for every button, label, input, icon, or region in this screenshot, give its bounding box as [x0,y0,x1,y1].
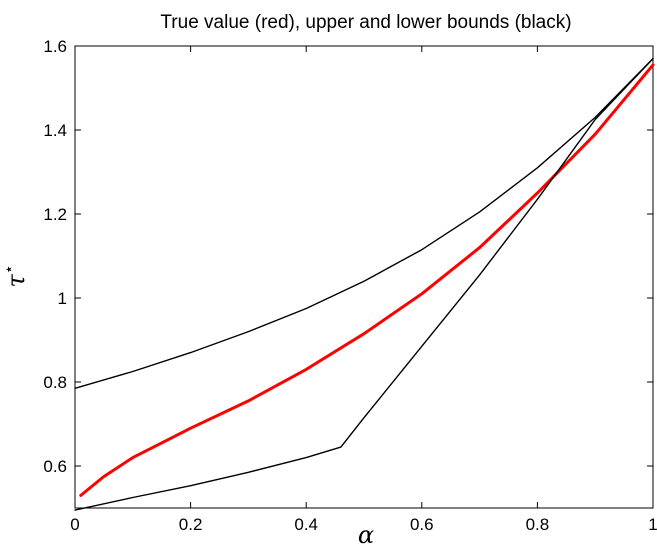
y-tick-label: 0.8 [43,373,67,392]
svg-text:τ⋆: τ⋆ [0,264,30,287]
x-tick-label: 0 [70,515,79,534]
plot-frame [74,45,654,509]
y-tick-label: 1.2 [43,205,67,224]
x-axis-label: α [358,521,374,549]
lower-bound-line [74,57,654,511]
chart-title: True value (red), upper and lower bounds… [160,12,571,33]
y-axis-label-symbol: τ [2,274,30,288]
y-tick-label: 1 [58,289,67,308]
y-tick-label: 1.4 [43,121,67,140]
tick-layer: 0 0.2 0.4 0.6 0.8 1 0.6 0.8 1 1.2 1.4 1.6 [43,37,657,534]
true-value-line [79,63,655,497]
x-tick-label: 0.6 [410,515,434,534]
y-tick-label: 0.6 [43,457,67,476]
upper-bound-line [74,57,654,389]
x-tick-label: 0.2 [179,515,203,534]
y-axis-label: τ⋆ [0,264,30,287]
x-tick-label: 1 [648,515,657,534]
y-tick-label: 1.6 [43,37,67,56]
x-tick-label: 0.4 [294,515,318,534]
y-axis-label-superscript: ⋆ [0,264,18,274]
series-layer [74,57,655,511]
x-tick-label: 0.8 [526,515,550,534]
